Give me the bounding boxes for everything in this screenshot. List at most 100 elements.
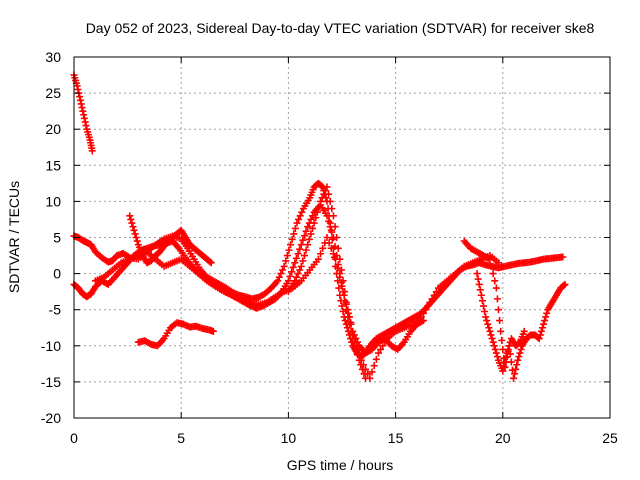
data-point xyxy=(277,270,285,278)
data-point xyxy=(329,250,337,258)
y-axis-ticks: 30 25 20 15 10 5 0 -5 -10 -15 -20 xyxy=(41,49,610,426)
data-point xyxy=(484,320,492,328)
data-point xyxy=(504,345,512,353)
y-tick-label: 15 xyxy=(45,157,61,173)
x-tick-label: 5 xyxy=(177,430,185,446)
data-point xyxy=(81,118,89,126)
data-point xyxy=(560,281,568,289)
data-point xyxy=(133,237,141,245)
data-point xyxy=(318,182,326,190)
data-point xyxy=(342,298,350,306)
data-point xyxy=(476,286,484,294)
data-point xyxy=(206,258,214,266)
y-tick-label: 20 xyxy=(45,121,61,137)
data-point xyxy=(493,295,501,303)
series-track-h xyxy=(460,237,569,382)
data-point xyxy=(486,327,494,335)
data-point xyxy=(73,82,81,90)
data-point xyxy=(282,257,290,265)
data-point xyxy=(352,335,360,343)
data-point xyxy=(520,327,528,335)
data-point xyxy=(290,230,298,238)
data-point xyxy=(299,236,307,244)
data-point xyxy=(307,215,315,223)
data-point xyxy=(294,270,302,278)
y-tick-label: 0 xyxy=(53,266,61,282)
data-point xyxy=(357,356,365,364)
data-point xyxy=(480,302,488,310)
data-point xyxy=(501,358,509,366)
data-point xyxy=(275,273,283,281)
data-point xyxy=(307,230,315,238)
series-track-g xyxy=(284,183,427,357)
data-point xyxy=(349,327,357,335)
data-point xyxy=(512,365,520,373)
data-point xyxy=(297,241,305,249)
data-point xyxy=(502,354,510,362)
data-point xyxy=(74,85,82,93)
data-point xyxy=(338,282,346,290)
data-point xyxy=(542,313,550,321)
data-point xyxy=(492,349,500,357)
data-point xyxy=(487,331,495,339)
data-point xyxy=(291,224,299,232)
data-point xyxy=(317,250,325,258)
data-point xyxy=(296,212,304,220)
data-point xyxy=(284,277,292,285)
data-point xyxy=(326,197,334,205)
data-point xyxy=(496,317,504,325)
data-point xyxy=(327,244,335,252)
y-axis-label: SDTVAR / TECUs xyxy=(6,181,22,293)
data-point xyxy=(129,223,137,231)
data-point xyxy=(309,224,317,232)
data-point xyxy=(488,262,496,270)
data-point xyxy=(506,350,514,358)
data-point xyxy=(426,298,434,306)
data-point xyxy=(488,335,496,343)
data-point xyxy=(318,194,326,202)
data-point xyxy=(499,367,507,375)
data-point xyxy=(474,275,482,283)
data-point xyxy=(366,374,374,382)
data-point xyxy=(475,280,483,288)
data-point xyxy=(80,111,88,119)
data-point xyxy=(298,208,306,216)
data-point xyxy=(291,259,299,267)
data-point xyxy=(377,345,385,353)
chart-title: Day 052 of 2023, Sidereal Day-to-day VTE… xyxy=(86,20,595,36)
data-point xyxy=(319,244,327,252)
data-point xyxy=(279,266,287,274)
data-point xyxy=(362,365,370,373)
data-point xyxy=(325,239,333,247)
data-point xyxy=(300,232,308,240)
data-point xyxy=(354,338,362,346)
data-point xyxy=(559,253,567,261)
data-point xyxy=(514,356,522,364)
data-point xyxy=(314,255,322,263)
data-point xyxy=(485,324,493,332)
data-point xyxy=(336,255,344,263)
data-point xyxy=(296,266,304,274)
data-point xyxy=(299,257,307,265)
y-tick-label: 10 xyxy=(45,193,61,209)
y-tick-label: 30 xyxy=(45,49,61,65)
data-point xyxy=(313,208,321,216)
data-point xyxy=(482,313,490,321)
data-point xyxy=(338,302,346,310)
data-point xyxy=(294,250,302,258)
data-point xyxy=(331,223,339,231)
x-axis-ticks: 0 5 10 15 20 25 xyxy=(70,57,618,446)
y-tick-label: 25 xyxy=(45,85,61,101)
data-point xyxy=(207,259,215,267)
data-point xyxy=(88,147,96,155)
data-point xyxy=(430,291,438,299)
y-tick-label: -10 xyxy=(41,338,61,354)
data-point xyxy=(297,262,305,270)
data-point xyxy=(295,215,303,223)
data-point xyxy=(80,114,88,122)
data-point xyxy=(285,246,293,254)
data-point xyxy=(78,104,86,112)
data-point xyxy=(296,245,304,253)
data-point xyxy=(323,234,331,241)
